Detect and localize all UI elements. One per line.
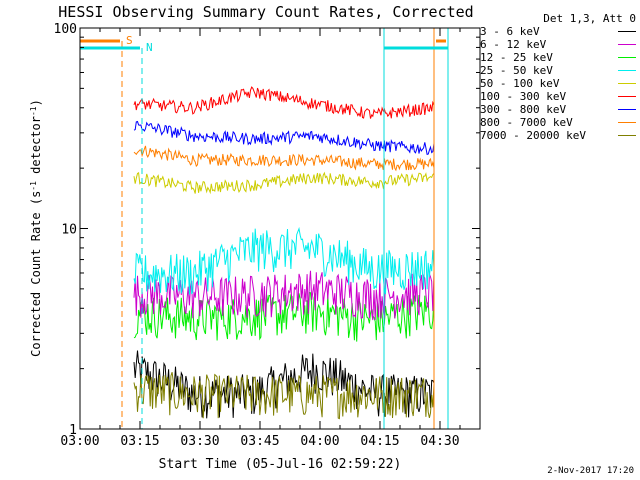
footer-date: 2-Nov-2017 17:20: [547, 466, 634, 476]
legend-rows: 3 - 6 keV 6 - 12 keV 12 - 25 keV 25 - 50 ke…: [480, 25, 636, 142]
series-line: [133, 145, 435, 172]
legend-item: 12 - 25 keV: [480, 51, 636, 64]
legend-swatch: [618, 122, 636, 123]
legend-label: 3 - 6 keV: [480, 25, 540, 38]
series-line: [133, 120, 435, 156]
legend-swatch: [618, 83, 636, 84]
axis-layer: 03:00 03:15 03:30 03:45 04:00 04:15 04:30 1 10 10…: [54, 22, 481, 449]
legend-item: 3 - 6 keV: [480, 25, 636, 38]
legend: Det 1,3, Att 0 3 - 6 keV 6 - 12 keV 12 - 2…: [480, 12, 636, 142]
x-tick-label: 03:45: [240, 434, 279, 449]
chart-title: HESSI Observing Summary Count Rates, Cor…: [58, 3, 473, 21]
legend-swatch: [618, 31, 636, 32]
legend-label: 25 - 50 keV: [480, 64, 553, 77]
legend-item: 800 - 7000 keV: [480, 116, 636, 129]
legend-label: 12 - 25 keV: [480, 51, 553, 64]
legend-swatch: [618, 96, 636, 97]
legend-swatch: [618, 44, 636, 45]
marker-layer: SN: [79, 28, 449, 429]
flag-label: S: [126, 34, 133, 47]
x-tick-label: 04:00: [300, 434, 339, 449]
series-layer: [133, 86, 435, 420]
flag-label: N: [146, 41, 153, 54]
legend-label: 50 - 100 keV: [480, 77, 560, 90]
legend-item: 25 - 50 keV: [480, 64, 636, 77]
legend-item: 6 - 12 keV: [480, 38, 636, 51]
legend-swatch: [618, 57, 636, 58]
y-tick-label: 1: [69, 423, 77, 438]
x-tick-label: 03:15: [120, 434, 159, 449]
legend-label: 6 - 12 keV: [480, 38, 547, 51]
y-axis-label: Corrected Count Rate (s-1 detector-1): [29, 99, 44, 357]
legend-swatch: [618, 109, 636, 110]
series-line: [133, 86, 435, 119]
series-line: [133, 171, 435, 195]
series-line: [133, 226, 435, 295]
legend-header: Det 1,3, Att 0: [543, 12, 636, 25]
legend-item: 50 - 100 keV: [480, 77, 636, 90]
legend-label: 7000 - 20000 keV: [480, 129, 586, 142]
x-tick-label: 04:15: [360, 434, 399, 449]
x-tick-label: 03:30: [180, 434, 219, 449]
legend-item: 300 - 800 keV: [480, 103, 636, 116]
x-tick-label: 03:00: [60, 434, 99, 449]
x-tick-label: 04:30: [420, 434, 459, 449]
legend-swatch: [618, 70, 636, 71]
legend-item: 100 - 300 keV: [480, 90, 636, 103]
legend-label: 100 - 300 keV: [480, 90, 567, 103]
legend-label: 300 - 800 keV: [480, 103, 567, 116]
legend-label: 800 - 7000 keV: [480, 116, 573, 129]
y-tick-label: 10: [61, 223, 77, 238]
x-axis-label: Start Time (05-Jul-16 02:59:22): [159, 457, 402, 472]
legend-item: 7000 - 20000 keV: [480, 129, 636, 142]
y-tick-label: 100: [54, 22, 77, 37]
legend-swatch: [618, 135, 636, 136]
